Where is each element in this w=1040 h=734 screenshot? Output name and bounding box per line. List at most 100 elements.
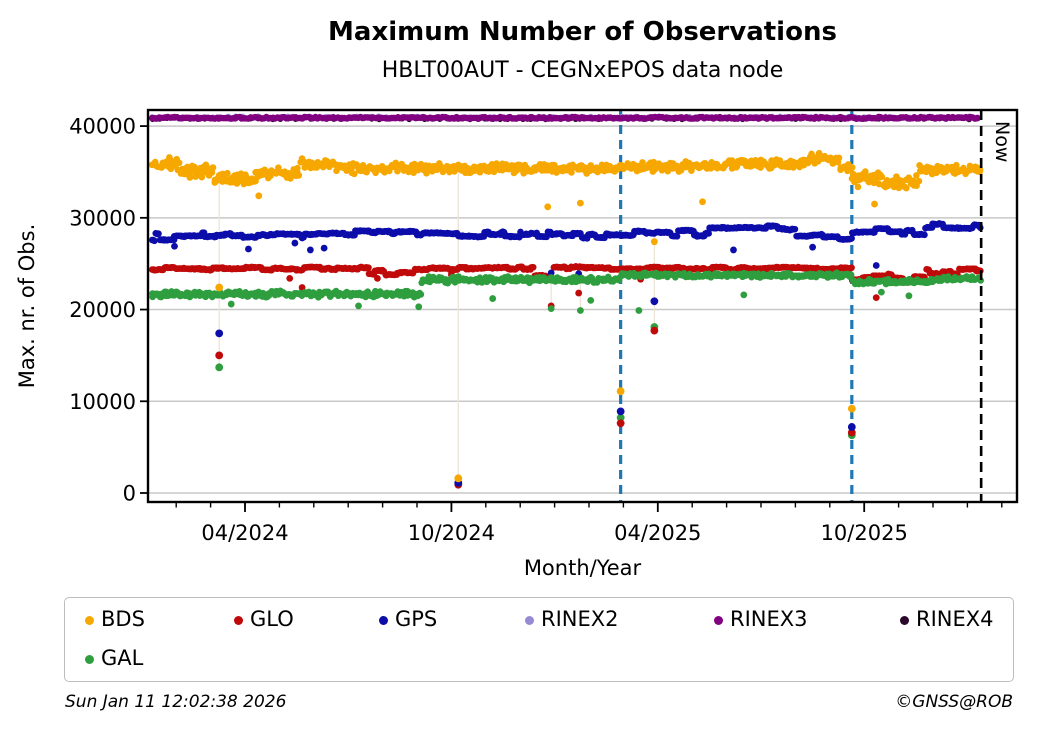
incident-point-glo bbox=[616, 419, 625, 428]
outlier-point-gal bbox=[489, 295, 497, 302]
data-point-bds bbox=[568, 169, 575, 176]
data-point-bds bbox=[175, 159, 183, 167]
legend-dot-gps bbox=[378, 615, 388, 625]
data-point-gal bbox=[847, 271, 855, 279]
data-point-bds bbox=[186, 174, 194, 181]
chart-title: Maximum Number of Observations bbox=[328, 17, 837, 47]
data-point-rinex3 bbox=[974, 114, 981, 122]
data-point-bds bbox=[198, 173, 206, 181]
legend-label-glo: GLO bbox=[250, 607, 294, 631]
incident-point-gps bbox=[847, 423, 856, 431]
x-tick-label: 10/2024 bbox=[408, 521, 495, 545]
incident-point-gps bbox=[650, 297, 659, 306]
data-point-bds bbox=[351, 170, 358, 178]
outlier-point-gal bbox=[740, 291, 748, 299]
outlier-point-glo bbox=[374, 274, 381, 282]
x-axis-label: Month/Year bbox=[523, 556, 642, 580]
data-point-glo bbox=[365, 264, 372, 272]
legend-dot-rinex4 bbox=[899, 615, 909, 625]
outlier-point-bds bbox=[650, 238, 658, 246]
data-point-bds bbox=[903, 184, 910, 192]
x-tick-label: 04/2024 bbox=[201, 521, 288, 545]
y-tick-label: 20000 bbox=[69, 298, 136, 322]
data-point-bds bbox=[862, 168, 869, 175]
outlier-point-gal bbox=[577, 307, 584, 314]
data-point-bds bbox=[209, 164, 217, 171]
data-point-gps bbox=[673, 233, 681, 240]
timestamp-text: Sun Jan 11 12:02:38 2026 bbox=[65, 692, 287, 712]
data-point-bds bbox=[294, 164, 301, 172]
data-point-bds bbox=[835, 154, 843, 162]
incident-point-gal bbox=[215, 363, 224, 372]
x-tick-label: 10/2025 bbox=[821, 521, 908, 545]
legend-label-rinex4: RINEX4 bbox=[916, 607, 994, 631]
data-point-gps bbox=[705, 230, 712, 237]
outlier-point-gal bbox=[905, 292, 913, 300]
outlier-point-gps bbox=[547, 269, 555, 277]
data-point-bds bbox=[639, 159, 646, 166]
y-tick-label: 10000 bbox=[69, 390, 136, 414]
chart-subtitle: HBLT00AUT - CEGNxEPOS data node bbox=[381, 58, 784, 83]
incident-point-bds bbox=[847, 404, 856, 413]
outlier-point-gps bbox=[171, 242, 178, 250]
incident-point-gps bbox=[215, 329, 224, 338]
incident-point-glo bbox=[215, 351, 224, 360]
outlier-point-gps bbox=[730, 246, 737, 254]
data-point-bds bbox=[976, 166, 984, 174]
data-point-gps bbox=[921, 231, 928, 239]
outlier-point-gal bbox=[227, 300, 235, 308]
data-point-bds bbox=[913, 172, 920, 179]
data-point-bds bbox=[848, 164, 856, 171]
incident-point-gal bbox=[616, 413, 625, 422]
incident-point-bds bbox=[616, 387, 625, 396]
y-tick-label: 0 bbox=[123, 482, 136, 506]
incident-point-bds bbox=[215, 283, 224, 292]
legend-label-rinex2: RINEX2 bbox=[541, 607, 619, 631]
legend: BDS GLO GPS RINEX2 RINEX3 RINEX4 GAL bbox=[64, 597, 1014, 682]
outlier-point-gps bbox=[872, 262, 880, 269]
plot-border bbox=[146, 108, 1019, 504]
outlier-point-gal bbox=[878, 288, 885, 296]
outlier-point-bds bbox=[255, 192, 263, 200]
data-point-bds bbox=[202, 161, 210, 169]
outlier-point-bds bbox=[699, 198, 706, 206]
data-point-bds bbox=[878, 173, 886, 181]
incident-point-glo bbox=[650, 326, 659, 335]
outlier-point-glo bbox=[286, 274, 294, 282]
data-point-glo bbox=[848, 264, 855, 271]
data-point-bds bbox=[228, 178, 236, 186]
incident-point-gps bbox=[616, 407, 625, 416]
data-point-gps bbox=[155, 230, 162, 238]
outlier-point-gal bbox=[547, 305, 555, 313]
outlier-point-gps bbox=[320, 244, 328, 252]
now-marker-label: Now bbox=[991, 121, 1013, 163]
outlier-point-bds bbox=[544, 203, 552, 211]
outlier-point-bds bbox=[577, 199, 584, 207]
incident-point-glo bbox=[847, 428, 856, 437]
data-point-bds bbox=[243, 174, 251, 181]
legend-dot-bds bbox=[84, 615, 94, 625]
outlier-point-gps bbox=[245, 245, 252, 253]
y-tick-label: 30000 bbox=[69, 206, 136, 230]
legend-dot-gal bbox=[84, 654, 94, 664]
outlier-point-gps bbox=[306, 246, 314, 254]
outlier-point-gal bbox=[635, 307, 643, 314]
data-point-bds bbox=[295, 172, 303, 179]
y-tick-label: 40000 bbox=[69, 115, 136, 139]
data-point-gps bbox=[791, 225, 799, 233]
credit-text: ©GNSS@ROB bbox=[895, 692, 1013, 712]
data-point-gal bbox=[417, 291, 425, 298]
legend-dot-rinex2 bbox=[524, 615, 534, 625]
outlier-point-glo bbox=[575, 289, 583, 297]
outlier-point-glo bbox=[872, 294, 880, 302]
legend-dot-rinex3 bbox=[713, 615, 723, 625]
outlier-point-gps bbox=[291, 239, 299, 247]
data-point-bds bbox=[224, 169, 231, 177]
outlier-point-gal bbox=[415, 303, 423, 311]
legend-label-gal: GAL bbox=[101, 646, 144, 670]
outlier-point-bds bbox=[871, 200, 878, 208]
data-point-gps bbox=[848, 234, 855, 242]
legend-label-bds: BDS bbox=[101, 607, 145, 631]
